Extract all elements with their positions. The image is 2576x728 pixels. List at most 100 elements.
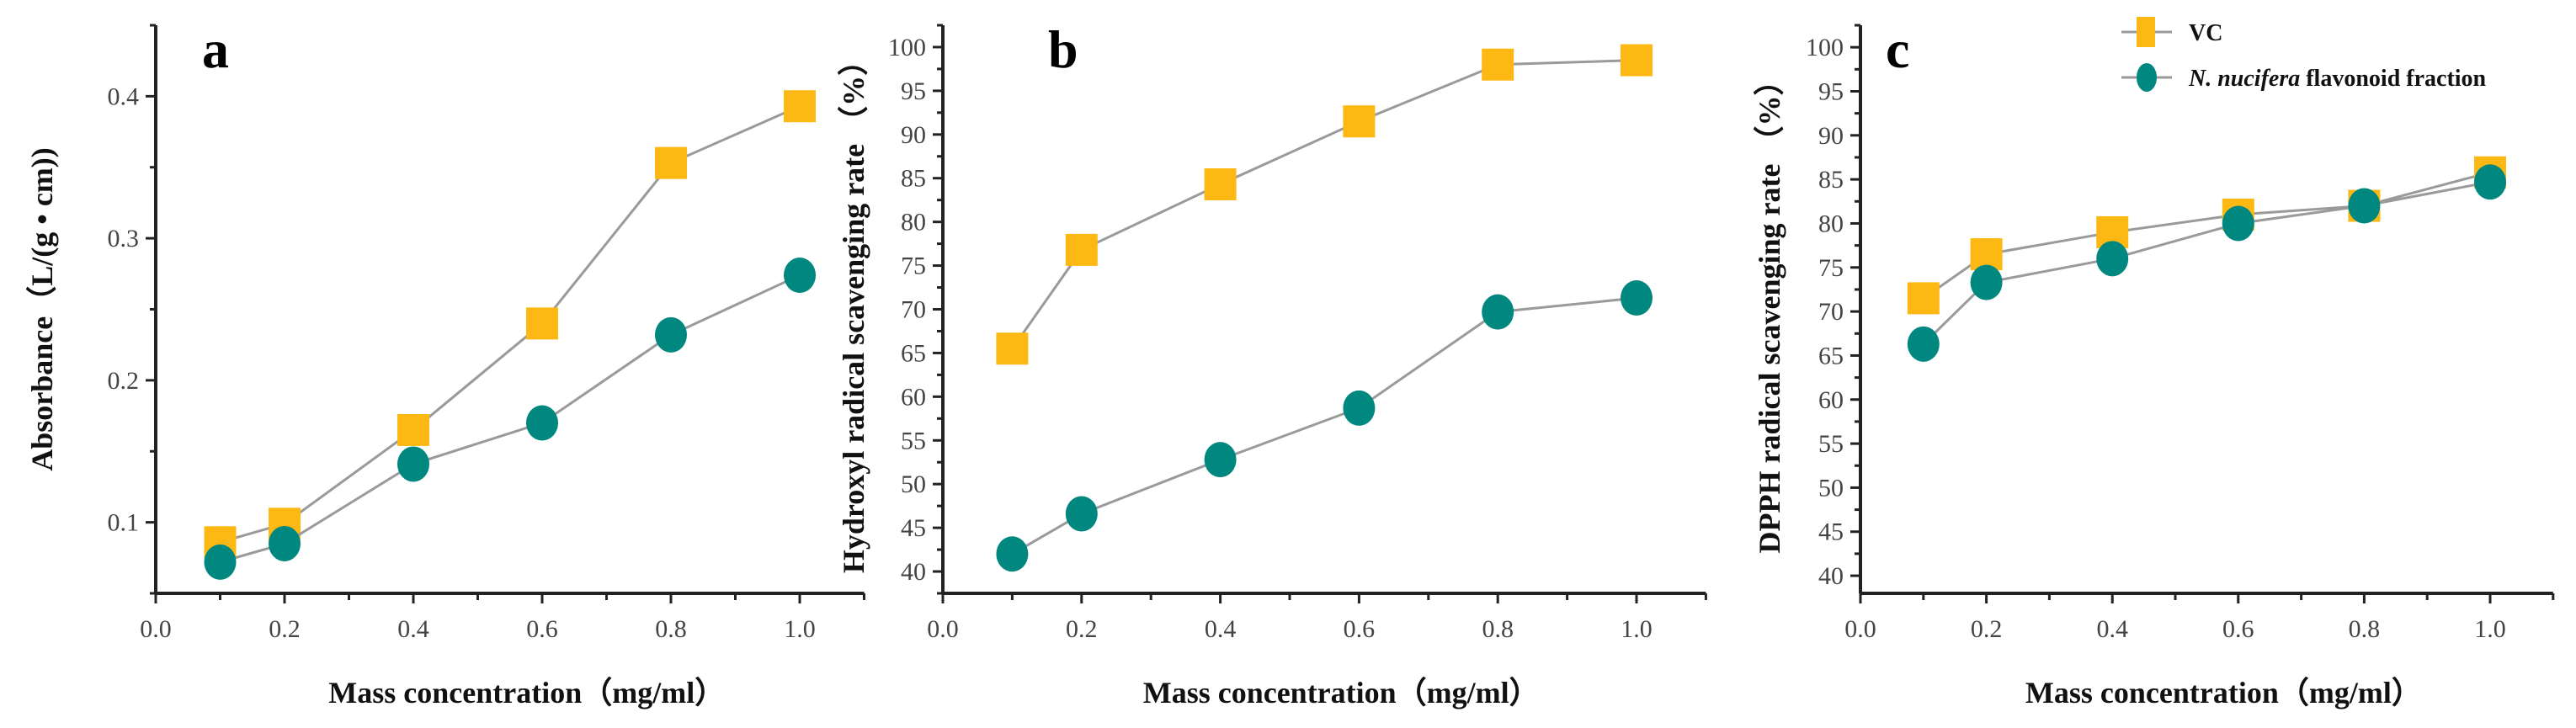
y-tick-label: 60 — [1818, 386, 1844, 414]
x-tick-label: 0.4 — [397, 615, 429, 643]
legend-label-vc: VC — [2189, 20, 2222, 46]
nnff-point — [2348, 188, 2381, 224]
panel-b: 0.0 0.2 0.4 0.6 0.8 1.0 40 45 50 55 60 65 70 75 80 85 90… — [837, 19, 1707, 709]
y-axis-label: Hydroxyl radical scavenging rate （%） — [837, 45, 870, 573]
y-tick-label: 50 — [901, 470, 926, 498]
y-tick-label: 45 — [901, 514, 926, 542]
vc-point — [1343, 105, 1376, 138]
nnff-point — [1065, 496, 1098, 532]
vc-point — [1621, 44, 1653, 77]
legend-label-nnff: N. nucifera flavonoid fraction — [2188, 66, 2487, 92]
y-tick-label: 0.2 — [108, 367, 140, 395]
vc-point — [1204, 168, 1237, 200]
vc-point — [784, 90, 816, 123]
y-tick-label: 0.1 — [108, 509, 140, 537]
legend-square-icon — [2137, 17, 2155, 47]
y-tick-label: 65 — [901, 339, 926, 367]
nnff-point — [1204, 442, 1237, 478]
x-tick-label: 0.8 — [1482, 615, 1514, 643]
y-tick-label: 70 — [1818, 298, 1844, 326]
legend-species: N. nucifera — [2188, 66, 2300, 92]
nnff-point — [1970, 264, 2003, 300]
nnff-point — [526, 405, 558, 441]
legend: VC N. nucifera flavonoid fraction — [2121, 17, 2487, 92]
nnff-point — [1621, 280, 1653, 316]
y-tick-label: 55 — [1818, 430, 1844, 458]
x-tick-label: 0.6 — [526, 615, 558, 643]
panel-a: 0.0 0.2 0.4 0.6 0.8 1.0 0.1 0.2 0.3 0.4 Mass conce… — [25, 19, 865, 709]
nnff-point — [269, 525, 301, 561]
x-axis-label: Mass concentration（mg/ml） — [328, 676, 725, 709]
x-tick-label: 0.6 — [2222, 615, 2254, 643]
x-tick-label: 0.2 — [1971, 615, 2003, 643]
y-tick-label: 90 — [901, 121, 926, 149]
x-tick-label: 1.0 — [1621, 615, 1653, 643]
nnff-point — [1907, 326, 1940, 362]
y-tick-label: 40 — [1818, 562, 1844, 590]
nnff-point — [655, 316, 687, 353]
y-tick-label: 100 — [1806, 34, 1844, 61]
panel-letter: c — [1886, 19, 1909, 79]
y-tick-label: 55 — [901, 427, 926, 454]
x-tick-label: 0.6 — [1344, 615, 1376, 643]
vc-point — [1907, 282, 1940, 315]
series-line-vc — [1011, 59, 1637, 350]
nnff-point — [996, 536, 1029, 572]
y-axis-label: DPPH radical scavenging rate （%） — [1753, 66, 1786, 554]
vc-point — [1065, 233, 1098, 266]
nnff-point — [397, 446, 429, 482]
y-tick-label: 45 — [1818, 518, 1844, 546]
y-tick-label: 70 — [901, 296, 926, 324]
x-tick-label: 0.2 — [269, 615, 301, 643]
y-axis-label: Absorbance（L/(g • cm)) — [25, 147, 59, 471]
vc-point — [655, 146, 687, 179]
x-axis-label: Mass concentration（mg/ml） — [1143, 676, 1540, 709]
nnff-point — [2474, 164, 2506, 200]
vc-point — [397, 413, 429, 446]
nnff-point — [784, 258, 816, 293]
y-tick-label: 85 — [901, 165, 926, 193]
series-line-vc — [220, 104, 801, 544]
nnff-point — [2222, 205, 2254, 242]
y-tick-label: 40 — [901, 558, 926, 586]
vc-point — [996, 332, 1029, 365]
y-tick-label: 75 — [1818, 254, 1844, 282]
x-tick-label: 1.0 — [2474, 615, 2506, 643]
x-axis-label: Mass concentration（mg/ml） — [2025, 676, 2422, 709]
nnff-point — [1343, 390, 1376, 426]
y-tick-label: 65 — [1818, 342, 1844, 369]
nnff-point — [2096, 241, 2129, 277]
legend-fraction: flavonoid fraction — [2300, 66, 2486, 92]
y-tick-label: 85 — [1818, 166, 1844, 194]
y-tick-label: 75 — [901, 252, 926, 280]
series-line-nnff — [1011, 296, 1637, 555]
y-tick-label: 90 — [1818, 122, 1844, 150]
legend-circle-icon — [2137, 63, 2157, 92]
y-tick-label: 80 — [901, 209, 926, 236]
y-tick-label: 0.3 — [108, 225, 140, 252]
y-tick-label: 95 — [901, 77, 926, 105]
vc-point — [526, 307, 558, 340]
x-tick-label: 0.4 — [1205, 615, 1237, 643]
y-tick-label: 60 — [901, 383, 926, 411]
panel-letter: a — [202, 19, 229, 79]
x-tick-label: 0.8 — [2349, 615, 2381, 643]
x-tick-label: 0.0 — [927, 615, 959, 643]
x-tick-label: 0.8 — [655, 615, 687, 643]
x-tick-label: 1.0 — [784, 615, 816, 643]
y-tick-label: 50 — [1818, 474, 1844, 502]
x-tick-label: 0.4 — [2096, 615, 2128, 643]
y-tick-label: 0.4 — [108, 82, 140, 110]
vc-point — [1482, 48, 1514, 81]
panel-letter: b — [1048, 19, 1078, 79]
nnff-point — [204, 544, 237, 580]
y-tick-label: 80 — [1818, 210, 1844, 237]
x-tick-label: 0.2 — [1066, 615, 1098, 643]
x-tick-label: 0.0 — [140, 615, 172, 643]
series-line-nnff — [1922, 180, 2491, 345]
y-tick-label: 95 — [1818, 77, 1844, 105]
y-tick-label: 100 — [888, 34, 926, 61]
panel-c: 0.0 0.2 0.4 0.6 0.8 1.0 40 45 50 55 60 65 70 75 80 85 90… — [1753, 17, 2555, 709]
series-line-nnff — [220, 274, 801, 564]
